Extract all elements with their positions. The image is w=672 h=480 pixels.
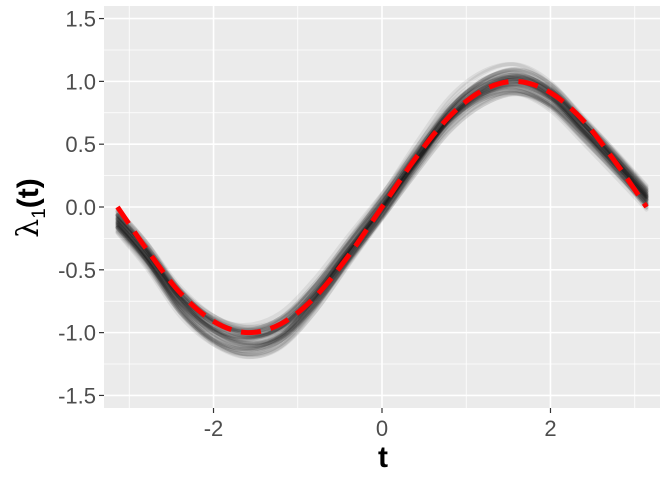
estimate-curve xyxy=(115,88,649,333)
svg-text:λ1(t): λ1(t) xyxy=(11,178,50,238)
estimate-curve xyxy=(115,83,649,329)
y-tick-label: -1.0 xyxy=(58,321,96,346)
y-tick-label: 1.0 xyxy=(65,69,96,94)
y-tick-label: -1.5 xyxy=(58,383,96,408)
reference-curve xyxy=(115,78,649,336)
y-axis-title-symbol: λ xyxy=(11,219,46,238)
y-tick-label: 0.5 xyxy=(65,132,96,157)
estimate-curve xyxy=(115,78,649,340)
estimate-curve xyxy=(115,62,649,353)
x-tick-label: 0 xyxy=(376,416,388,441)
y-tick-label: 0.0 xyxy=(65,195,96,220)
x-tick-label: -2 xyxy=(204,416,224,441)
estimate-curve xyxy=(115,74,649,339)
estimate-curve xyxy=(115,62,649,354)
estimate-curve xyxy=(115,80,649,349)
y-axis-title: λ1(t) xyxy=(11,178,50,238)
estimate-curve xyxy=(115,76,649,351)
estimate-curve xyxy=(115,77,649,342)
y-axis-title-subscript: 1 xyxy=(29,208,50,219)
x-axis: -2 0 2 xyxy=(204,408,557,441)
x-axis-title: t xyxy=(378,441,388,474)
estimate-curve xyxy=(115,83,649,347)
estimate-curve xyxy=(115,75,649,342)
y-tick-label: 1.5 xyxy=(65,7,96,32)
y-tick-label: -0.5 xyxy=(58,258,96,283)
y-axis: -1.5 -1.0 -0.5 0.0 0.5 1.0 1.5 xyxy=(58,7,104,408)
estimate-curve xyxy=(115,90,649,336)
y-axis-title-suffix: (t) xyxy=(12,178,45,208)
x-tick-label: 2 xyxy=(544,416,556,441)
